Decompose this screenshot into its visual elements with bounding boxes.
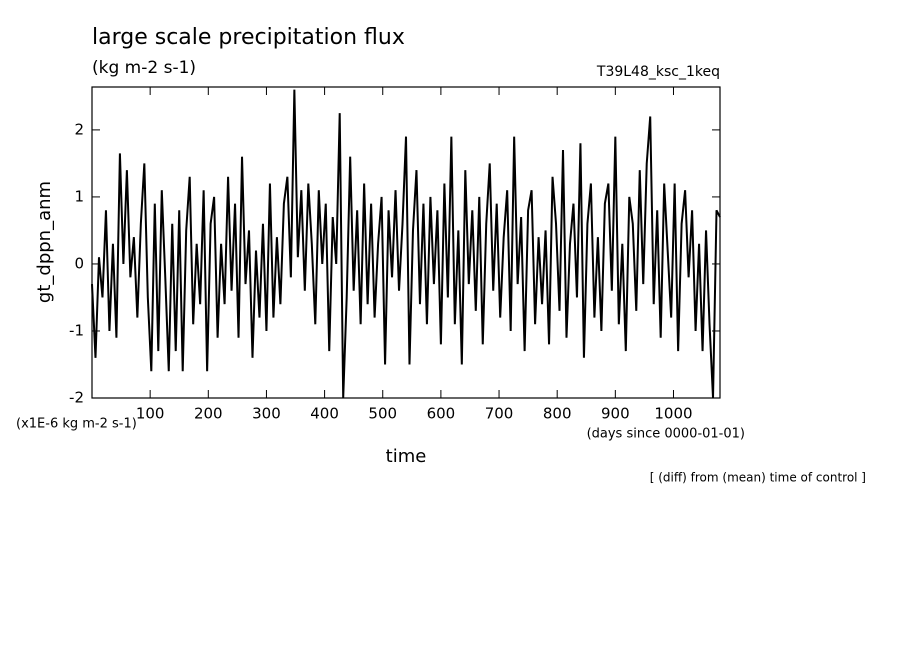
y-tick-label: -1 [69,321,84,339]
x-tick-label: 500 [368,405,397,423]
x-tick-label: 900 [601,405,630,423]
x-tick-label: 300 [252,405,281,423]
y-units: (x1E-6 kg m-2 s-1) [16,417,137,432]
chart-title: large scale precipitation flux [92,25,405,50]
x-tick-label: 800 [543,405,572,423]
x-tick-label: 1000 [654,405,692,423]
x-tick-label: 200 [194,405,223,423]
y-axis-label: gt_dppn_anm [34,181,55,303]
data-line [91,89,721,399]
chart-subtitle: (kg m-2 s-1) [92,58,196,78]
y-tick-label: 1 [74,187,84,205]
x-tick-label: 100 [136,405,165,423]
note: [ (diff) from (mean) time of control ] [650,471,866,485]
x-tick-label: 400 [310,405,339,423]
y-tick-label: 2 [74,120,84,138]
y-tick-label: 0 [74,254,84,272]
y-tick-label: -2 [69,389,84,407]
x-tick-label: 600 [427,405,456,423]
x-units: (days since 0000-01-01) [587,427,745,442]
x-axis-label: time [386,446,427,467]
run-label: T39L48_ksc_1keq [596,64,720,80]
plot-frame [91,86,721,399]
x-tick-label: 700 [485,405,514,423]
